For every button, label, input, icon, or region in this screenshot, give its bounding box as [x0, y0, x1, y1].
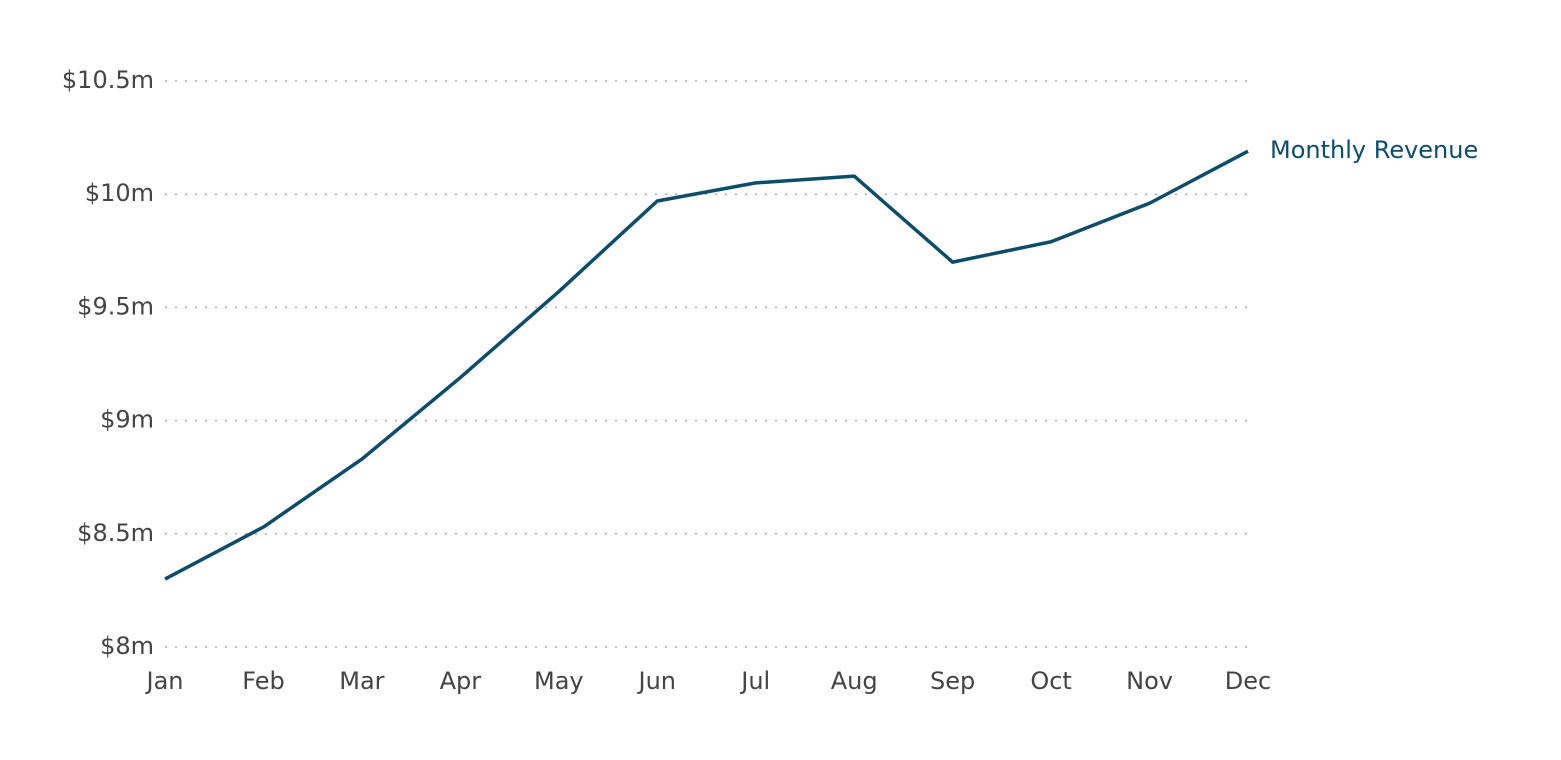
- x-tick-label: Dec: [1225, 667, 1271, 695]
- x-tick-label: Oct: [1030, 667, 1072, 695]
- y-tick-label: $9.5m: [77, 292, 154, 320]
- x-tick-label: May: [534, 667, 584, 695]
- y-tick-label: $8m: [100, 632, 154, 660]
- y-tick-label: $10m: [85, 179, 154, 207]
- x-tick-label: Mar: [339, 667, 384, 695]
- y-tick-label: $10.5m: [62, 66, 154, 94]
- series-label: Monthly Revenue: [1270, 136, 1478, 164]
- x-tick-label: Aug: [831, 667, 878, 695]
- x-tick-label: Nov: [1126, 667, 1173, 695]
- x-tick-label: Feb: [242, 667, 285, 695]
- x-tick-label: Jun: [637, 667, 677, 695]
- x-tick-label: Jul: [739, 667, 770, 695]
- line-series: [164, 149, 1249, 581]
- y-tick-label: $9m: [100, 406, 154, 434]
- x-tick-label: Jan: [145, 667, 184, 695]
- x-tick-label: Sep: [930, 667, 975, 695]
- x-tick-label: Apr: [440, 667, 482, 695]
- y-tick-label: $8.5m: [77, 519, 154, 547]
